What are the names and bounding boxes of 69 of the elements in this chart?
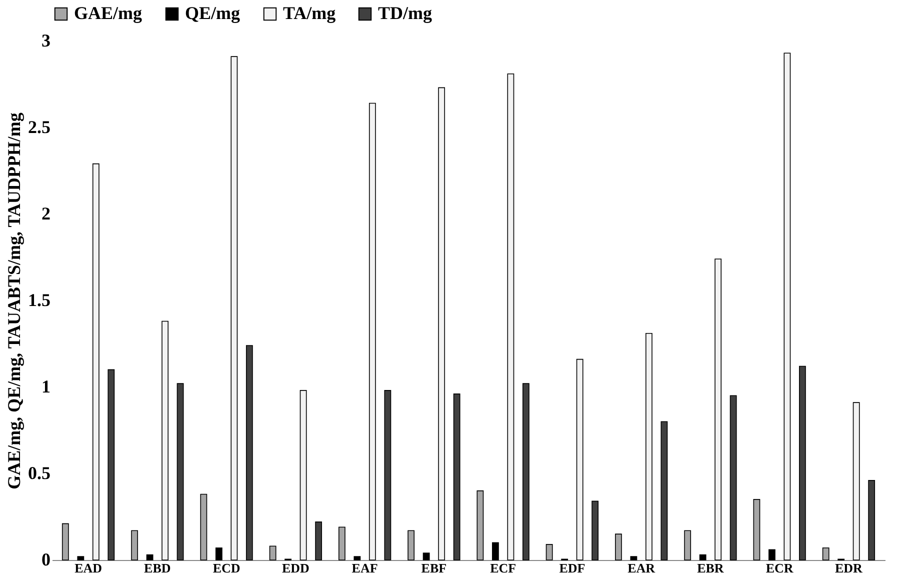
bar (753, 499, 760, 560)
bar (546, 544, 553, 560)
x-tick-label: EAD (74, 560, 102, 576)
x-tick-label: EDD (282, 560, 310, 576)
bar (77, 556, 84, 560)
legend-label: TA/mg (283, 3, 336, 23)
bar (338, 526, 346, 560)
y-tick-label: 3 (42, 30, 50, 50)
bar (162, 320, 168, 560)
bar (768, 549, 776, 560)
bar (592, 500, 599, 560)
bar (822, 547, 830, 560)
x-tick-label: ECF (490, 560, 516, 576)
y-tick-label: 2.5 (28, 117, 50, 137)
x-tick-label: EDR (834, 560, 864, 576)
bar (730, 395, 737, 560)
bar (422, 552, 430, 560)
bar (684, 530, 692, 560)
bar (576, 358, 584, 560)
bar (215, 547, 222, 560)
bar (108, 369, 115, 560)
bar (315, 522, 322, 560)
bar (246, 345, 253, 560)
bar (354, 556, 361, 560)
legend-label: TD/mg (378, 3, 432, 23)
bar (714, 258, 722, 560)
bar (131, 530, 138, 560)
bar (852, 402, 860, 560)
y-tick-label: 0 (42, 550, 50, 570)
bar (799, 366, 806, 560)
bar (630, 556, 638, 560)
bar (699, 554, 706, 560)
legend-label: QE/mg (185, 3, 240, 23)
y-axis-title: GAE/mg, QE/mg, TAUABTS/mg, TAUDPPH/mg (4, 112, 24, 490)
x-tick-label: EBF (421, 560, 447, 576)
bar (200, 494, 208, 560)
bar (408, 530, 415, 560)
bar (62, 523, 69, 560)
bar (300, 390, 307, 560)
x-tick-label: EAR (628, 560, 656, 576)
bar (438, 87, 446, 560)
bar (269, 546, 276, 560)
bar (492, 542, 499, 560)
bar (784, 52, 791, 560)
bar (868, 480, 876, 560)
bar (146, 554, 154, 560)
y-tick-label: 1 (42, 376, 50, 396)
bar (453, 394, 460, 560)
x-tick-label: EAF (352, 560, 378, 576)
bar (176, 383, 184, 560)
legend-label: GAE/mg (74, 3, 142, 23)
bar (522, 383, 530, 560)
x-tick-label: EDF (559, 560, 586, 576)
bar (660, 421, 668, 560)
x-tick-label: EBD (144, 560, 171, 576)
bar (615, 534, 622, 560)
bar (230, 56, 238, 560)
bar (507, 73, 514, 560)
x-tick-label: ECD (212, 560, 240, 576)
bar (476, 490, 484, 560)
bar (368, 102, 376, 560)
x-tick-label: EBR (697, 560, 724, 576)
bar (384, 390, 392, 560)
x-tick-label: ECR (766, 560, 794, 576)
bar (92, 163, 100, 560)
y-tick-label: 0.5 (28, 463, 50, 483)
y-tick-label: 1.5 (28, 290, 50, 310)
y-tick-label: 2 (42, 204, 50, 224)
bar (645, 332, 652, 560)
